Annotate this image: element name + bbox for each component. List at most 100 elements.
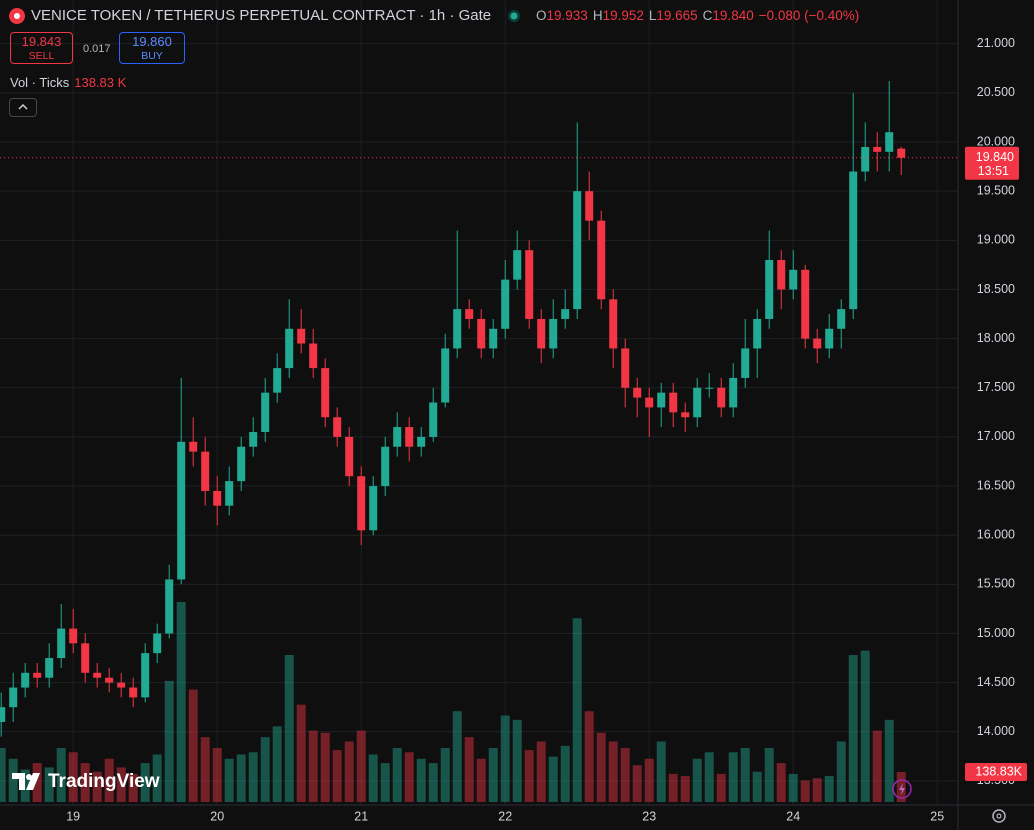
- candle-body: [741, 348, 750, 378]
- candle-body: [93, 672, 102, 678]
- candle-body: [729, 377, 738, 408]
- symbol-title: VENICE TOKEN / TETHERUS PERPETUAL CONTRA…: [31, 7, 492, 24]
- volume-bar: [464, 737, 474, 802]
- volume-bar: [704, 752, 714, 802]
- buy-button[interactable]: 19.860 BUY: [119, 32, 185, 64]
- volume-bar: [416, 758, 426, 802]
- y-tick-label: 17.000: [977, 429, 1015, 443]
- candle-body: [345, 436, 354, 477]
- candle-body: [81, 643, 90, 673]
- candle-body: [657, 392, 666, 408]
- volume-bar: [644, 758, 654, 802]
- collapse-button[interactable]: [9, 98, 37, 117]
- volume-bar: [368, 754, 378, 802]
- volume-bar: [32, 763, 42, 802]
- volume-bar: [812, 778, 822, 802]
- volume-bar: [632, 765, 642, 802]
- volume-bar: [128, 773, 138, 802]
- candle-body: [681, 412, 690, 418]
- volume-bar: [440, 747, 450, 802]
- volume-bar: [500, 715, 510, 802]
- y-tick-label: 15.000: [977, 626, 1015, 640]
- volume-bar: [392, 747, 402, 802]
- candle-body: [429, 402, 438, 437]
- ohlc-legend: O19.933 H19.952 L19.665 C19.840 −0.080 (−0.4…: [531, 8, 859, 23]
- volume-pane: [0, 602, 906, 802]
- volume-bar: [428, 763, 438, 802]
- logo-icon: [12, 773, 40, 790]
- volume-bar: [0, 747, 6, 802]
- flash-button[interactable]: [892, 779, 912, 799]
- flash-icon[interactable]: [899, 783, 905, 795]
- candle-body: [153, 633, 162, 654]
- candle-body: [597, 220, 606, 300]
- candle-body: [177, 441, 186, 580]
- volume-bar: [56, 747, 66, 802]
- volume-bar: [284, 654, 294, 802]
- candle-body: [57, 628, 66, 659]
- candle-body: [285, 328, 294, 369]
- legend-value: 19.933: [546, 8, 588, 23]
- buy-label[interactable]: BUY: [141, 50, 163, 62]
- candle-body: [633, 387, 642, 398]
- volume-bar: [92, 771, 102, 802]
- volume-bar: [548, 756, 558, 802]
- candle-body: [849, 171, 858, 310]
- volume-bar: [200, 737, 210, 802]
- x-tick-label: 19: [66, 809, 80, 823]
- logo-dot: [26, 774, 32, 780]
- candle-body: [189, 441, 198, 452]
- candle-body: [717, 387, 726, 408]
- sell-label[interactable]: SELL: [28, 50, 55, 62]
- sell-price[interactable]: 19.843: [21, 34, 62, 49]
- y-tick-label: 14.500: [977, 675, 1015, 689]
- y-tick-label: 14.000: [977, 724, 1015, 738]
- legend-value: 19.840: [712, 8, 754, 23]
- candle-body: [333, 417, 342, 437]
- candle-body: [261, 392, 270, 432]
- volume-bar: [524, 750, 534, 802]
- candle-body: [69, 628, 78, 644]
- settings-button[interactable]: [992, 809, 1006, 823]
- candle-body: [777, 259, 786, 290]
- candle-body: [801, 269, 810, 339]
- sell-button[interactable]: 19.843 SELL: [10, 32, 73, 64]
- volume-bar: [560, 745, 570, 802]
- watermark-text: TradingView: [48, 771, 160, 792]
- volume-bar: [512, 719, 522, 802]
- y-tick-label: 19.500: [977, 183, 1015, 197]
- x-tick-label: 24: [786, 809, 800, 823]
- flash-ring[interactable]: [892, 779, 912, 799]
- symbol-icon: [9, 8, 25, 24]
- candle-body: [441, 348, 450, 403]
- chevron[interactable]: [18, 104, 28, 110]
- volume-bar: [44, 767, 54, 802]
- volume-bar: [68, 752, 78, 802]
- candle-body: [273, 368, 282, 393]
- candle-body: [0, 707, 6, 722]
- candle-body: [693, 387, 702, 418]
- candle-body: [537, 318, 546, 349]
- x-tick-label: 20: [210, 809, 224, 823]
- price-tag: [965, 146, 1019, 180]
- status-dot: [510, 12, 518, 20]
- legend-change: −0.080 (−0.40%): [758, 8, 860, 23]
- candle-body: [321, 368, 330, 418]
- legend-key: C: [702, 8, 713, 23]
- candle-body: [813, 338, 822, 349]
- y-tick-label: 20.000: [977, 134, 1015, 148]
- collapse-icon[interactable]: [10, 99, 36, 116]
- volume-bar: [8, 758, 18, 802]
- settings-icon[interactable]: [992, 809, 1006, 823]
- volume-bar: [872, 730, 882, 802]
- volume-bar: [332, 750, 342, 802]
- legend-value: 19.952: [602, 8, 644, 23]
- y-tick-label: 15.500: [977, 577, 1015, 591]
- settings-center[interactable]: [996, 813, 1002, 819]
- volume-bar: [836, 741, 846, 802]
- candle-body: [705, 387, 714, 389]
- candle-body: [465, 309, 474, 319]
- volume-bar: [608, 741, 618, 802]
- buy-price[interactable]: 19.860: [132, 34, 172, 49]
- y-tick-label: 17.500: [977, 380, 1015, 394]
